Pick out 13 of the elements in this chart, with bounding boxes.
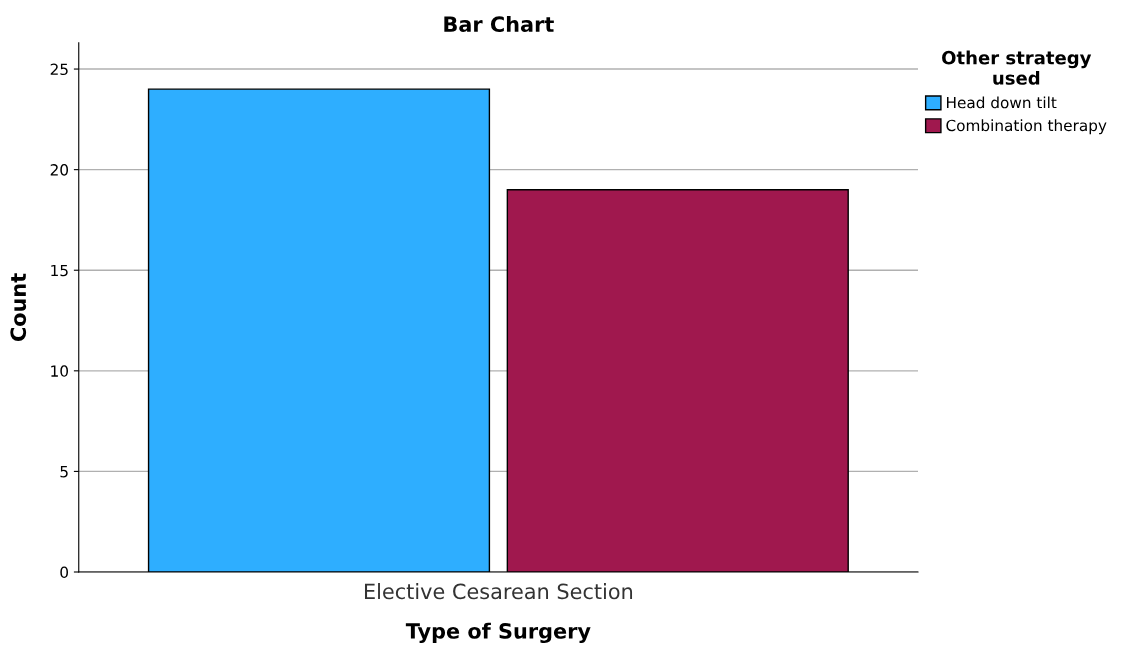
y-tick-label: 15 — [51, 264, 68, 277]
legend-title: Other strategy used — [942, 50, 1092, 85]
y-tick-label: 5 — [60, 466, 68, 478]
y-tick-label: 20 — [50, 164, 69, 176]
x-axis-title: Type of Surgery — [405, 622, 591, 644]
legend-label: Combination therapy — [946, 119, 1107, 135]
chart-title: Bar Chart — [444, 15, 554, 33]
y-tick-label: 10 — [51, 365, 69, 377]
y-axis-title: Count — [10, 273, 27, 342]
x-tick-label: Elective Cesarean Section — [364, 583, 633, 600]
y-tick-label: 0 — [60, 566, 69, 579]
y-tick-label: 25 — [50, 63, 68, 76]
legend-label: Head down tilt — [947, 96, 1057, 109]
